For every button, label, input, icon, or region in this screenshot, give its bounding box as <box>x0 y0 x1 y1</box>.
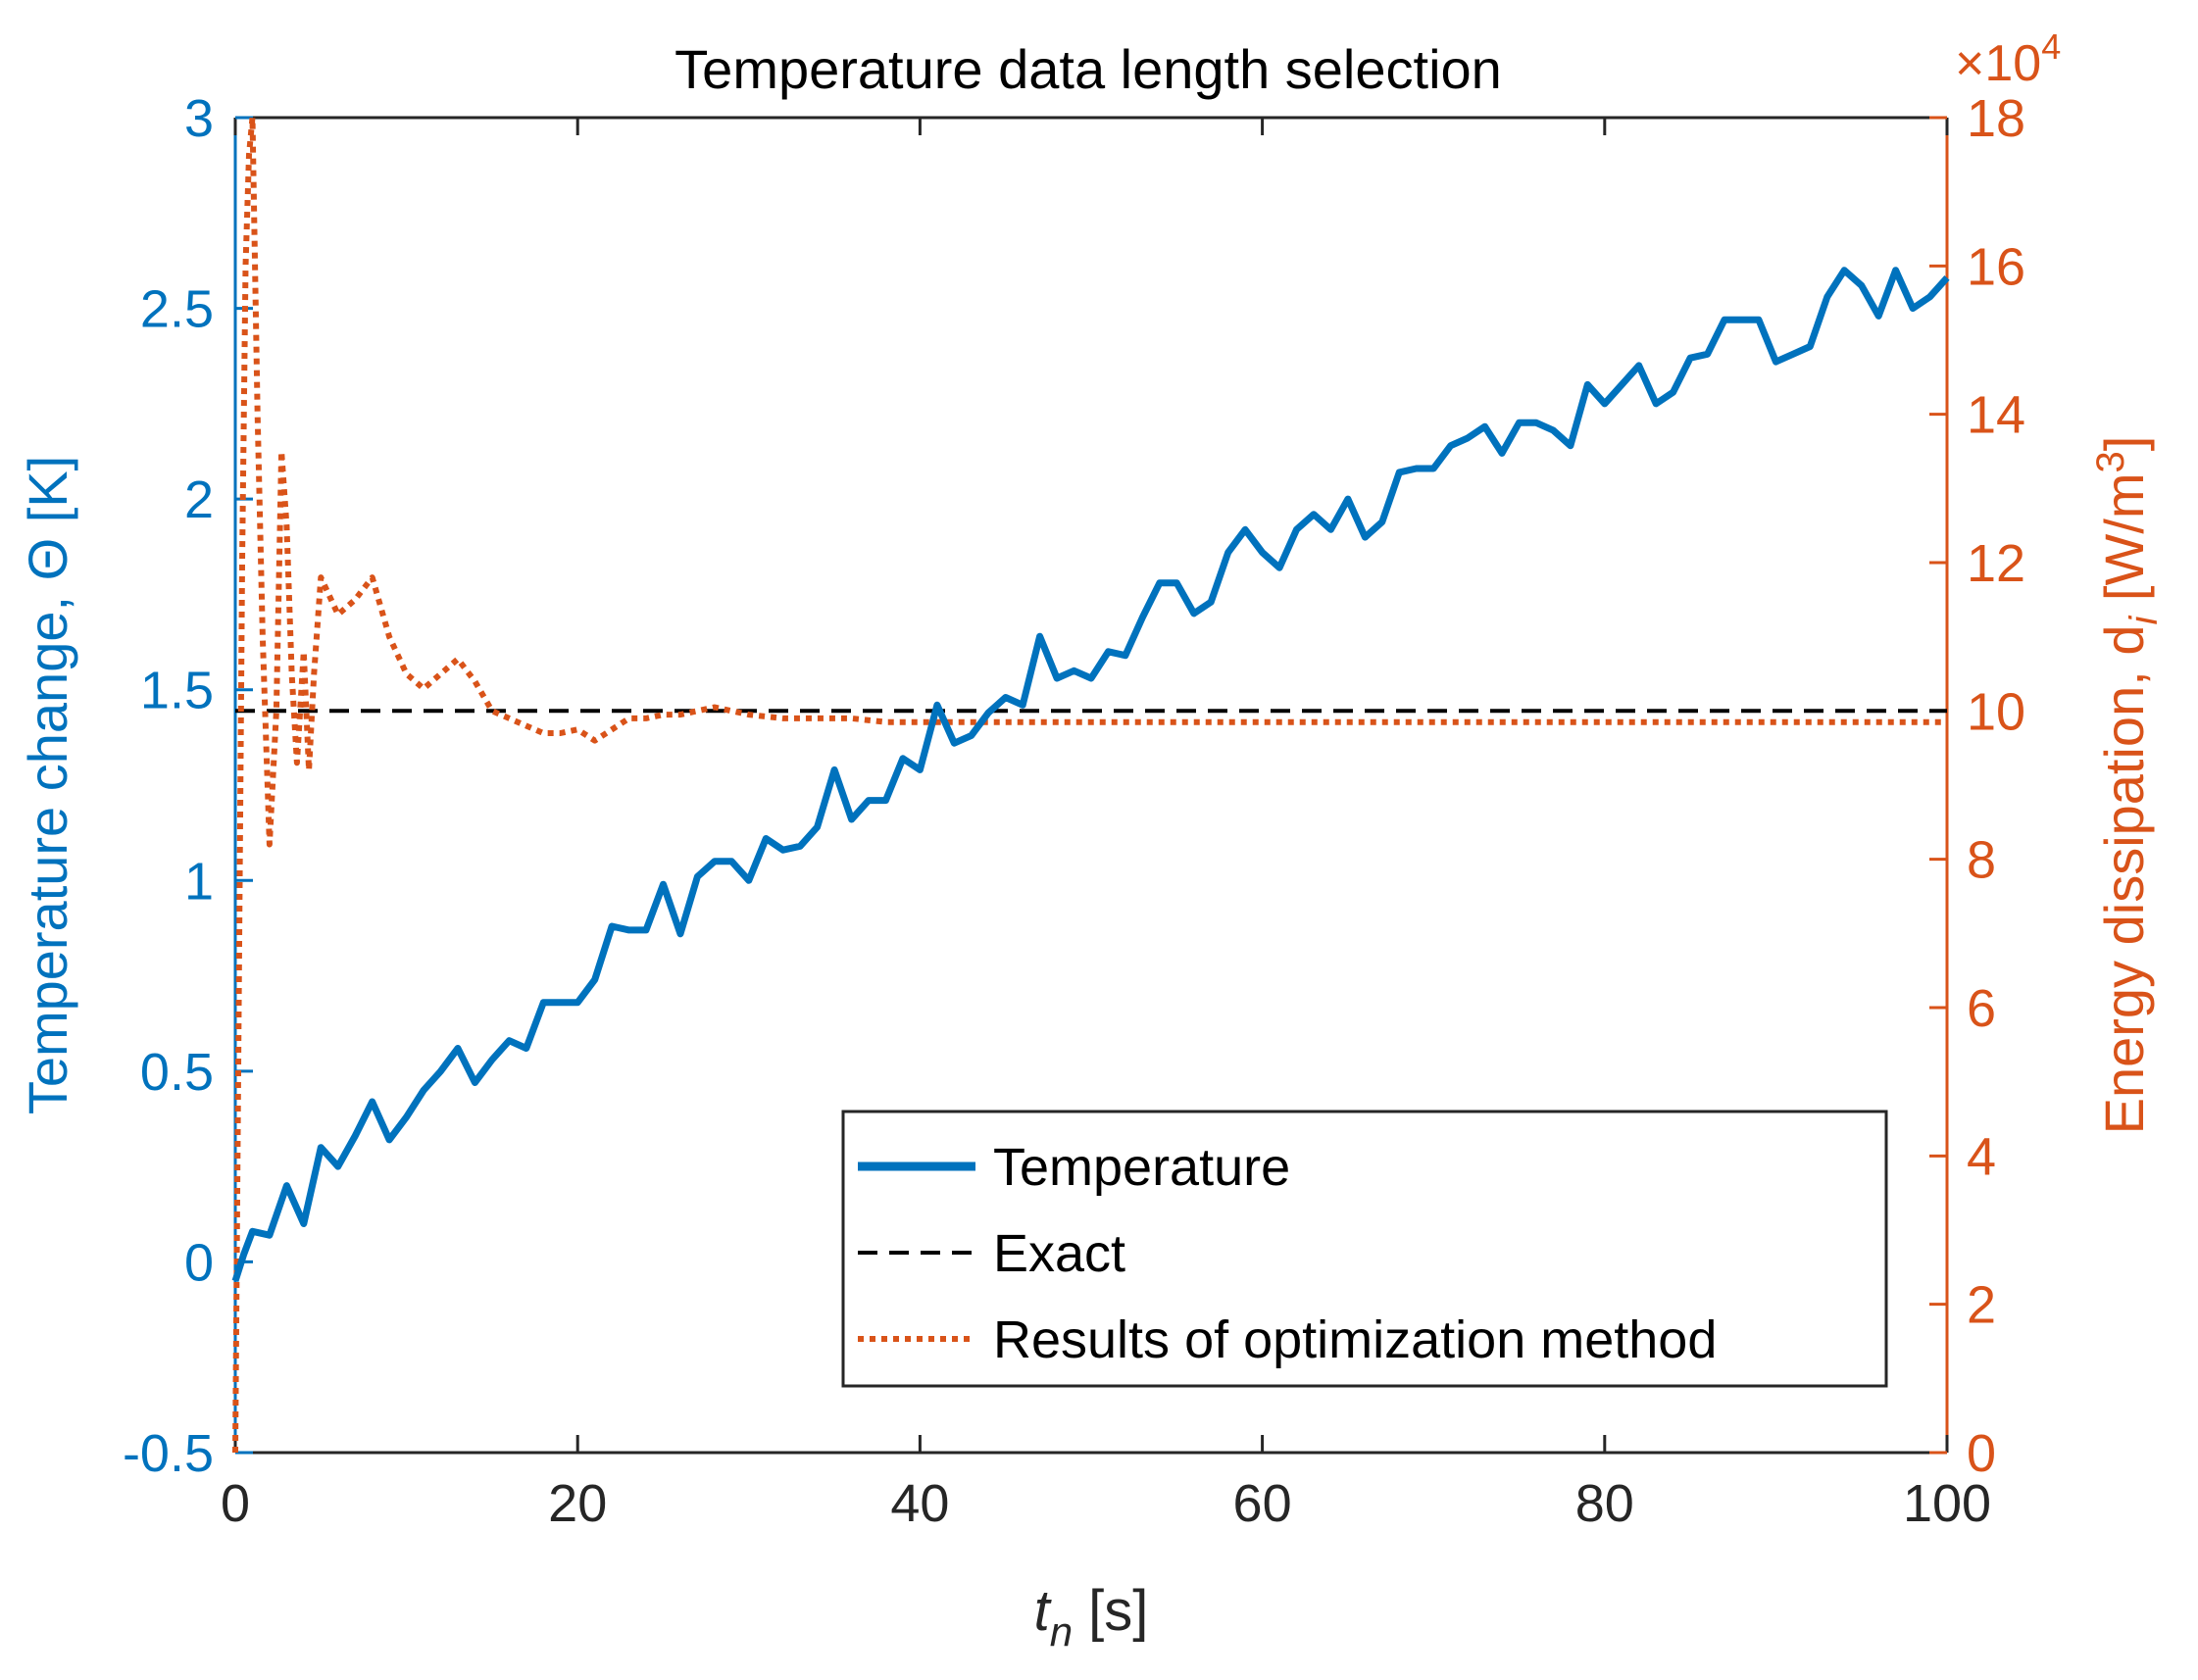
legend-box <box>841 1110 1888 1388</box>
x-axis-label-sub: n <box>1050 1608 1073 1655</box>
right-axis-label-sub: i <box>2123 616 2166 625</box>
legend-label-exact: Exact <box>993 1224 1125 1283</box>
right-axis-label: Energy dissipation, di [W/m3] <box>2089 436 2166 1135</box>
left-tick-label: -0.5 <box>123 1424 214 1483</box>
x-ticks: 0 20 40 60 80 100 <box>221 118 1991 1533</box>
right-tick-label: 18 <box>1967 89 2025 148</box>
legend-label-optimization: Results of optimization method <box>993 1310 1717 1369</box>
right-axis-label-base: Energy dissipation, d <box>2093 625 2155 1135</box>
x-axis-label: tn [s] <box>1034 1579 1149 1655</box>
x-tick-label: 100 <box>1903 1474 1991 1533</box>
x-tick-label: 20 <box>548 1474 607 1533</box>
right-axis-ticks: 0 2 4 6 8 10 12 14 16 18 <box>1929 89 2025 1483</box>
x-tick-label: 80 <box>1575 1474 1634 1533</box>
x-tick-label: 0 <box>221 1474 250 1533</box>
left-tick-label: 0.5 <box>140 1043 214 1102</box>
series-layer <box>231 115 1950 1454</box>
right-tick-label: 12 <box>1967 534 2025 593</box>
x-tick-label: 40 <box>890 1474 949 1533</box>
x-axis-label-unit: [s] <box>1073 1579 1148 1643</box>
left-axis-label: Temperature change, Θ [K] <box>17 456 78 1114</box>
x-tick-label: 60 <box>1233 1474 1292 1533</box>
left-tick-label: 1.5 <box>140 662 214 720</box>
series-line-temperature <box>231 267 1950 1282</box>
right-tick-label: 2 <box>1967 1276 1996 1335</box>
left-tick-label: 3 <box>184 89 214 148</box>
right-axis-exponent: ×104 <box>1955 26 2061 92</box>
right-axis-exponent-base: ×10 <box>1955 35 2041 92</box>
right-axis-label-sup: 3 <box>2089 451 2132 472</box>
left-tick-label: 2 <box>184 470 214 529</box>
right-axis-label-close: ] <box>2093 436 2155 452</box>
right-axis-label-unit: [W/m <box>2093 472 2155 616</box>
left-tick-label: 0 <box>184 1233 214 1292</box>
right-tick-label: 10 <box>1967 682 2025 741</box>
right-tick-label: 6 <box>1967 979 1996 1038</box>
right-tick-label: 8 <box>1967 831 1996 890</box>
right-axis-exponent-power: 4 <box>2041 26 2061 67</box>
right-tick-label: 16 <box>1967 237 2025 296</box>
right-tick-label: 0 <box>1967 1424 1996 1483</box>
legend-label-temperature: Temperature <box>993 1138 1290 1197</box>
right-tick-label: 4 <box>1967 1127 1996 1186</box>
left-tick-label: 2.5 <box>140 280 214 339</box>
series-line-optimization <box>232 115 1947 1454</box>
x-axis-label-base: t <box>1034 1579 1053 1643</box>
left-tick-label: 1 <box>184 852 214 911</box>
legend: Temperature Exact Results of optimizatio… <box>841 1110 1888 1388</box>
left-axis-ticks: -0.5 0 0.5 1 1.5 2 2.5 3 <box>123 89 253 1483</box>
right-tick-label: 14 <box>1967 386 2025 445</box>
chart-title: Temperature data length selection <box>674 38 1502 100</box>
